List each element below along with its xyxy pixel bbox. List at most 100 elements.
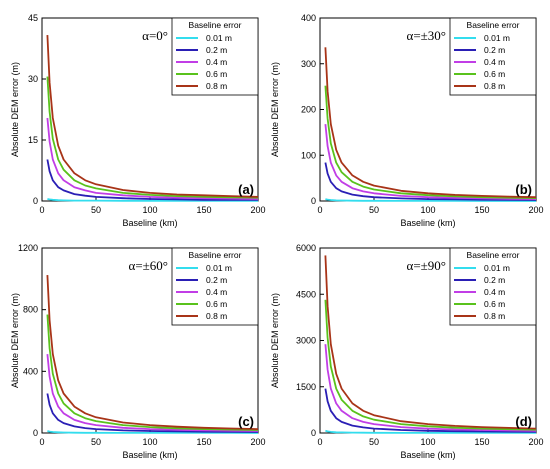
series-line-0-6-m [324,85,537,199]
y-axis-label: Absolute DEM error (m) [270,293,280,388]
y-tick-label: 3000 [296,336,316,346]
x-tick-label: 50 [369,205,379,215]
x-tick-label: 50 [91,205,101,215]
series-line-0-6-m [324,299,537,431]
y-tick-label: 1500 [296,382,316,392]
legend-title: Baseline error [467,250,520,260]
series-line-0-4-m [324,344,537,432]
x-axis-label: Baseline (km) [122,450,177,460]
y-tick-label: 15 [28,135,38,145]
y-tick-label: 0 [33,196,38,206]
x-tick-label: 50 [91,437,101,447]
legend-title: Baseline error [189,250,242,260]
legend-box [171,247,259,326]
x-tick-label: 0 [39,205,44,215]
panel-c: 0 50 100 150 200 0 400 800 1200 Baseline (km) Abso… [10,243,266,460]
legend-item-label: 0.6 m [206,299,227,309]
legend-item-label: 0.01 m [484,33,510,43]
x-tick-label: 150 [474,205,489,215]
panel-b: 0 50 100 150 200 0 100 200 300 400 Baseline (km) Ab… [270,13,544,228]
series-line-0-8-m [324,47,537,199]
y-tick-label: 100 [301,150,316,160]
y-tick-label: 6000 [296,243,316,253]
series-line-0-2-m [324,162,537,201]
alpha-annotation: α=±90° [407,258,446,273]
y-tick-label: 400 [23,366,38,376]
legend: Baseline error 0.01 m 0.2 m 0.4 m 0.6 m 0.8 m [171,247,259,326]
y-tick-label: 0 [311,196,316,206]
legend-item-label: 0.4 m [484,287,505,297]
series-line-0-4-m [324,124,537,200]
x-tick-label: 150 [474,437,489,447]
legend-item-label: 0.8 m [484,81,505,91]
legend-item-label: 0.8 m [206,311,227,321]
legend: Baseline error 0.01 m 0.2 m 0.4 m 0.6 m 0.8 m [449,247,537,326]
legend-item-label: 0.01 m [206,33,232,43]
series-line-0-01-m [325,198,536,202]
x-tick-label: 150 [196,205,211,215]
y-tick-label: 45 [28,13,38,23]
x-axis-label: Baseline (km) [400,218,455,228]
legend-item-label: 0.01 m [484,263,510,273]
panel-label: (d) [515,414,532,429]
legend-title: Baseline error [189,20,242,30]
legend-item-label: 0.4 m [206,57,227,67]
series-line-0-01-m [47,430,259,434]
series-line-0-01-m [47,198,258,202]
legend-item-label: 0.6 m [484,299,505,309]
series-line-0-8-m [324,255,537,430]
y-tick-label: 200 [301,105,316,115]
legend-item-label: 0.6 m [206,69,227,79]
x-tick-label: 0 [317,437,322,447]
legend-item-label: 0.2 m [484,45,505,55]
x-tick-label: 0 [317,205,322,215]
x-tick-label: 100 [420,437,435,447]
series-line-0-4-m [46,117,259,200]
panel-label: (b) [515,182,532,197]
legend-item-label: 0.6 m [484,69,505,79]
legend-item-label: 0.01 m [206,263,232,273]
panel-a: 0 50 100 150 200 0 15 30 45 Baseline (km) Absolute… [10,13,266,228]
legend: Baseline error 0.01 m 0.2 m 0.4 m 0.6 m 0.8 m [449,17,537,96]
x-tick-label: 100 [420,205,435,215]
legend-item-label: 0.4 m [484,57,505,67]
panel-d: 0 50 100 150 200 0 1500 3000 4500 6000 Baseline (k… [270,243,544,460]
series-line-0-6-m [46,76,259,199]
legend: Baseline error 0.01 m 0.2 m 0.4 m 0.6 m 0.8 m [171,17,259,96]
series-line-0-6-m [46,314,259,431]
series-line-0-8-m [46,35,259,198]
alpha-annotation: α=±60° [129,258,168,273]
series-line-0-2-m [324,388,537,433]
alpha-annotation: α=±30° [407,28,446,43]
series-line-0-2-m [46,159,258,201]
legend-item-label: 0.8 m [484,311,505,321]
y-tick-label: 0 [33,428,38,438]
legend-box [171,17,259,96]
panel-label: (a) [238,182,254,197]
panel-label: (c) [238,414,254,429]
legend-item-label: 0.2 m [206,45,227,55]
x-axis-label: Baseline (km) [122,218,177,228]
series-line-0-01-m [325,429,536,434]
y-tick-label: 400 [301,13,316,23]
x-tick-label: 200 [250,205,265,215]
series-line-0-8-m [46,275,259,430]
legend-box [449,247,537,326]
y-tick-label: 4500 [296,289,316,299]
y-tick-label: 800 [23,305,38,315]
alpha-annotation: α=0° [142,28,168,43]
x-tick-label: 100 [142,437,157,447]
y-tick-label: 30 [28,74,38,84]
x-tick-label: 150 [196,437,211,447]
x-tick-label: 100 [142,205,157,215]
legend-title: Baseline error [467,20,520,30]
x-tick-label: 0 [39,437,44,447]
series-line-0-4-m [46,354,259,432]
legend-item-label: 0.2 m [484,275,505,285]
y-axis-label: Absolute DEM error (m) [270,62,280,157]
x-tick-label: 200 [528,205,543,215]
y-axis-label: Absolute DEM error (m) [10,293,20,388]
legend-item-label: 0.2 m [206,275,227,285]
x-tick-label: 200 [250,437,265,447]
